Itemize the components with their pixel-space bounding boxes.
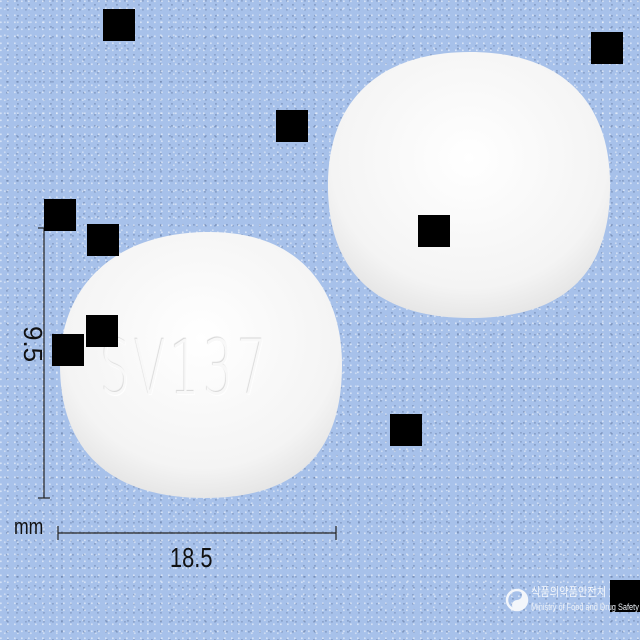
redaction-square <box>591 32 623 64</box>
redaction-square <box>44 199 76 231</box>
width-label: 18.5 <box>170 542 213 573</box>
pill-imprint: SV137 <box>100 323 271 412</box>
watermark-korean: 식품의약품안전처 <box>531 585 607 599</box>
pill-back <box>327 52 611 318</box>
horizontal-dimension-line <box>57 526 337 540</box>
redaction-square <box>103 9 135 41</box>
unit-label: mm <box>14 514 44 539</box>
watermark-english: Ministry of Food and Drug Safety <box>531 602 639 612</box>
redaction-square <box>418 215 450 247</box>
redaction-square <box>87 224 119 256</box>
redaction-square <box>390 414 422 446</box>
mfds-logo-icon <box>505 588 529 612</box>
redaction-square <box>610 580 640 612</box>
vertical-dimension-line <box>38 227 50 499</box>
redaction-square <box>86 315 118 347</box>
thickness-label: 9.5 <box>18 326 48 363</box>
pill-front <box>60 231 342 498</box>
redaction-square <box>276 110 308 142</box>
redaction-square <box>52 334 84 366</box>
